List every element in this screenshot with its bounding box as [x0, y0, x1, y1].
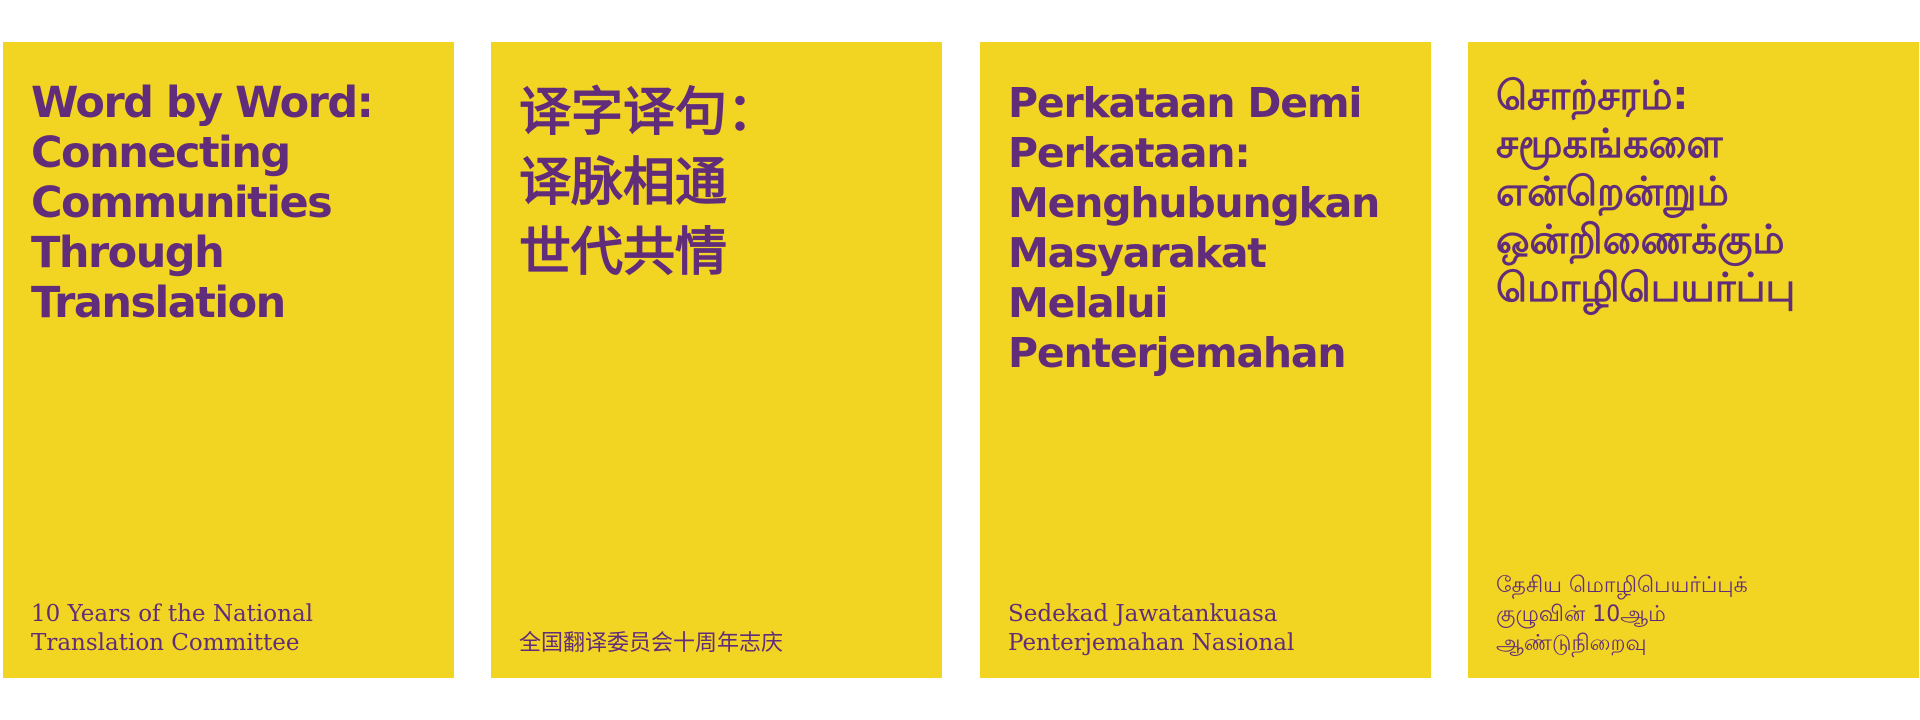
poster-title: Perkataan Demi Perkataan: Menghubungkan … — [1008, 79, 1380, 377]
poster-title: 译字译句： 译脉相通 世代共情 — [519, 83, 780, 283]
poster-subtitle: 10 Years of the National Translation Com… — [31, 601, 314, 656]
poster-title: சொற்சரம்: சமூகங்களை என்றென்றும் ஒன்றிணைக… — [1496, 73, 1796, 311]
poster-subtitle: தேசிய மொழிபெயர்ப்புக் குழுவின் 10ஆம் ஆண்… — [1496, 573, 1748, 656]
poster-card-english: Word by Word: Connecting Communities Thr… — [3, 42, 454, 678]
poster-subtitle: Sedekad Jawatankuasa Penterjemahan Nasio… — [1008, 601, 1295, 656]
poster-card-malay: Perkataan Demi Perkataan: Menghubungkan … — [980, 42, 1431, 678]
poster-title: Word by Word: Connecting Communities Thr… — [31, 78, 374, 328]
poster-card-tamil: சொற்சரம்: சமூகங்களை என்றென்றும் ஒன்றிணைக… — [1468, 42, 1919, 678]
poster-card-chinese: 译字译句： 译脉相通 世代共情 全国翻译委员会十周年志庆 — [491, 42, 942, 678]
poster-subtitle: 全国翻译委员会十周年志庆 — [519, 631, 784, 656]
